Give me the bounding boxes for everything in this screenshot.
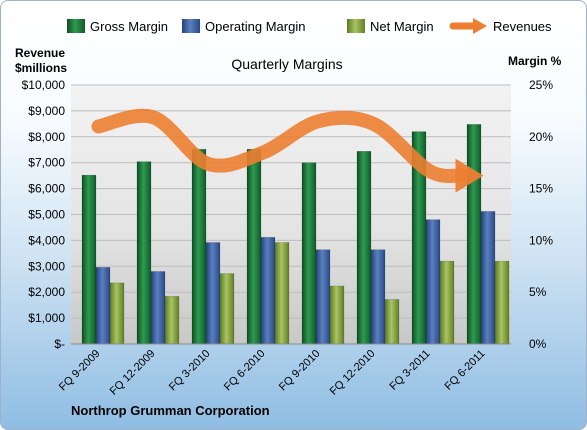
- legend-swatch-gross-margin: [67, 19, 85, 33]
- bars: [81, 124, 510, 345]
- legend-arrowhead-revenues: [473, 18, 487, 34]
- legend-item-gross-margin[interactable]: Gross Margin: [67, 19, 168, 34]
- left-axis-tick-label: $3,000: [28, 259, 65, 273]
- bar-gross-margin[interactable]: [301, 162, 317, 345]
- bar-net-margin[interactable]: [329, 285, 345, 345]
- bar-operating-margin[interactable]: [370, 249, 386, 345]
- right-axis-tick-label: 25%: [529, 78, 553, 92]
- category-label: FQ 12-2010: [328, 348, 378, 398]
- legend-label-gross-margin: Gross Margin: [90, 19, 168, 34]
- legend-label-net-margin: Net Margin: [370, 19, 434, 34]
- bar-gross-margin[interactable]: [466, 124, 482, 345]
- revenue-line-path[interactable]: [91, 108, 469, 183]
- bar-operating-margin[interactable]: [95, 267, 111, 345]
- right-axis-tick-label: 0%: [529, 337, 547, 351]
- left-axis-title-line2: $millions: [15, 61, 67, 75]
- bar-operating-margin[interactable]: [260, 237, 276, 345]
- bar-net-margin[interactable]: [164, 296, 180, 345]
- bar-net-margin[interactable]: [219, 273, 235, 345]
- left-axis-tick-label: $9,000: [28, 104, 65, 118]
- right-axis-tick-label: 20%: [529, 130, 553, 144]
- bar-operating-margin[interactable]: [315, 249, 331, 345]
- left-axis-tick-label: $1,000: [28, 311, 65, 325]
- category-label: FQ 6-2010: [222, 348, 268, 394]
- legend-label-operating-margin: Operating Margin: [205, 19, 305, 34]
- bar-net-margin[interactable]: [439, 260, 455, 345]
- bar-gross-margin[interactable]: [246, 148, 262, 345]
- right-axis-tick-label: 10%: [529, 233, 553, 247]
- bar-gross-margin[interactable]: [191, 148, 207, 345]
- legend-swatch-operating-margin: [182, 19, 200, 33]
- legend-item-revenues[interactable]: Revenues: [449, 18, 552, 34]
- category-label: FQ 9-2009: [57, 348, 103, 394]
- revenue-line: [91, 108, 484, 193]
- bar-net-margin[interactable]: [109, 282, 125, 345]
- bar-net-margin[interactable]: [384, 299, 400, 345]
- bar-gross-margin[interactable]: [136, 161, 152, 345]
- footer-company-name: Northrop Grumman Corporation: [71, 403, 270, 418]
- legend-swatch-net-margin: [347, 19, 365, 33]
- left-axis-title-line1: Revenue: [15, 46, 65, 60]
- legend-label-revenues: Revenues: [493, 19, 552, 34]
- left-axis-tick-label: $2,000: [28, 285, 65, 299]
- bar-operating-margin[interactable]: [205, 242, 221, 345]
- right-axis-ticks: 0% 5% 10% 15% 20% 25%: [529, 78, 553, 351]
- right-axis-title: Margin %: [508, 54, 562, 68]
- legend: Gross Margin Operating Margin Net Margin…: [67, 18, 552, 34]
- category-axis-labels: FQ 9-2009 FQ 12-2009 FQ 3-2010 FQ 6-2010 FQ …: [57, 348, 488, 398]
- category-label: FQ 12-2009: [108, 348, 158, 398]
- category-label: FQ 9-2010: [277, 348, 323, 394]
- bar-net-margin[interactable]: [274, 242, 290, 345]
- right-axis-tick-label: 5%: [529, 285, 547, 299]
- left-axis-tick-label: $6,000: [28, 182, 65, 196]
- legend-item-net-margin[interactable]: Net Margin: [347, 19, 434, 34]
- category-label: FQ 3-2010: [167, 348, 213, 394]
- category-label: FQ 3-2011: [388, 348, 433, 393]
- bar-operating-margin[interactable]: [150, 271, 166, 345]
- left-axis-tick-label: $8,000: [28, 130, 65, 144]
- bar-gross-margin[interactable]: [356, 151, 372, 345]
- left-axis-tick-label: $10,000: [22, 78, 66, 92]
- left-axis-tick-label: $-: [54, 337, 65, 351]
- right-axis-tick-label: 15%: [529, 182, 553, 196]
- left-axis-ticks: $- $1,000 $2,000 $3,000 $4,000 $5,000 $6,000 $7…: [22, 78, 66, 351]
- revenue-line-arrowhead: [455, 158, 484, 193]
- left-axis-tick-label: $4,000: [28, 233, 65, 247]
- left-axis-tick-label: $7,000: [28, 156, 65, 170]
- left-axis-tick-label: $5,000: [28, 208, 65, 222]
- chart-title: Quarterly Margins: [231, 56, 342, 72]
- legend-item-operating-margin[interactable]: Operating Margin: [182, 19, 305, 34]
- bar-net-margin[interactable]: [494, 260, 510, 345]
- bar-operating-margin[interactable]: [425, 219, 441, 345]
- category-label: FQ 6-2011: [443, 348, 488, 393]
- bar-operating-margin[interactable]: [480, 211, 496, 345]
- bar-gross-margin[interactable]: [81, 174, 97, 345]
